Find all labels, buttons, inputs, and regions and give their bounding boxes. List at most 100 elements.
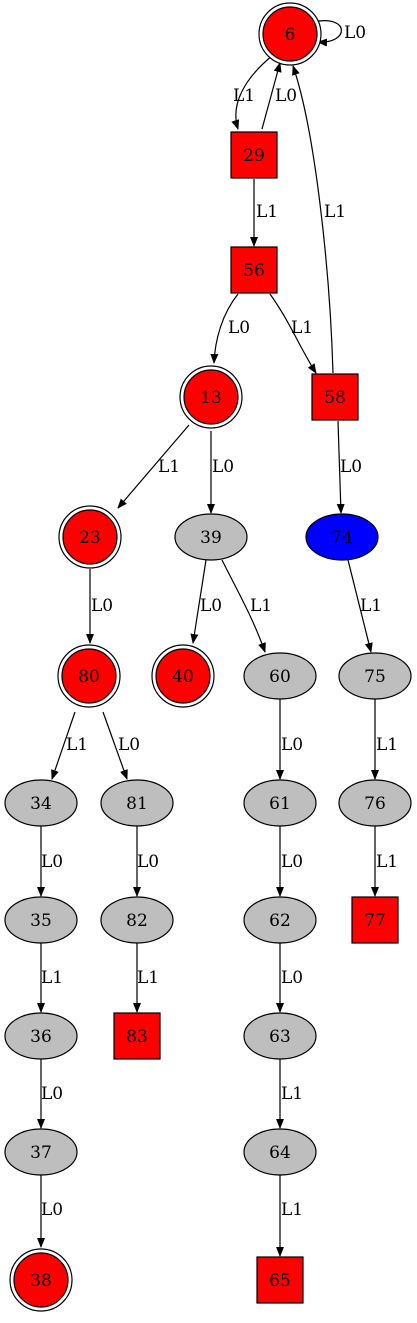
node-36[interactable]: 36 [4, 1012, 78, 1060]
edge-arrow [51, 711, 76, 780]
node-shape [243, 652, 317, 700]
node-shape [243, 779, 317, 827]
node-label: 81 [126, 794, 148, 814]
node-label: 13 [200, 388, 222, 408]
node-65[interactable]: 65 [256, 1256, 304, 1304]
node-77[interactable]: 77 [351, 896, 399, 944]
node-shape [4, 779, 78, 827]
edge-81-82: L0 [133, 826, 159, 897]
edge-23-80: L0 [86, 569, 113, 644]
node-label: 29 [243, 146, 265, 166]
node-label: 61 [269, 794, 291, 814]
node-74[interactable]: 74 [305, 513, 379, 561]
node-39[interactable]: 39 [174, 513, 248, 561]
node-shape [230, 131, 278, 179]
node-label: 23 [79, 528, 101, 548]
edge-36-37: L0 [37, 1059, 63, 1129]
node-label: 60 [269, 667, 291, 687]
node-82[interactable]: 82 [100, 896, 174, 944]
node-label: 75 [364, 667, 386, 687]
node-label: 82 [126, 911, 148, 931]
edge-13-23: L1 [117, 424, 190, 509]
node-shape [311, 373, 359, 421]
node-shape [262, 6, 318, 62]
node-shape [4, 1012, 78, 1060]
node-29[interactable]: 29 [230, 131, 278, 179]
edge-arrow [190, 559, 207, 644]
edge-label: L0 [281, 735, 303, 755]
edge-80-34: L1 [51, 711, 88, 780]
edge-label: L0 [41, 1084, 63, 1104]
edge-label: L1 [281, 1084, 303, 1104]
edge-arrow [261, 62, 282, 130]
edge-label: L0 [200, 596, 222, 616]
edge-58-74: L0 [336, 420, 362, 514]
edge-arrow [210, 293, 239, 364]
node-35[interactable]: 35 [4, 896, 78, 944]
edge-label: L0 [228, 318, 250, 338]
edge-arrow [221, 559, 266, 653]
edge-76-77: L1 [371, 826, 398, 897]
node-shape [305, 513, 379, 561]
node-81[interactable]: 81 [100, 779, 174, 827]
node-38[interactable]: 38 [9, 1248, 73, 1312]
edge-label: L1 [291, 318, 313, 338]
edge-56-13: L0 [210, 293, 250, 364]
node-61[interactable]: 61 [243, 779, 317, 827]
node-shape [243, 1012, 317, 1060]
edge-label: L1 [250, 596, 272, 616]
node-13[interactable]: 13 [179, 365, 243, 429]
edge-74-75: L1 [347, 559, 382, 653]
node-shape [155, 648, 211, 704]
edge-label: L1 [360, 596, 382, 616]
edge-63-64: L1 [276, 1059, 303, 1129]
node-40[interactable]: 40 [151, 644, 215, 708]
node-shape [338, 652, 412, 700]
edge-64-65: L1 [276, 1175, 303, 1257]
edge-label: L0 [137, 852, 159, 872]
edge-label: L1 [376, 852, 398, 872]
node-label: 62 [269, 911, 291, 931]
node-label: 35 [30, 911, 52, 931]
node-76[interactable]: 76 [338, 779, 412, 827]
edge-13-39: L0 [207, 431, 234, 514]
node-shape [243, 1128, 317, 1176]
edge-75-76: L1 [371, 699, 398, 780]
edge-6-6: L0 [312, 20, 366, 47]
node-83[interactable]: 83 [113, 1012, 161, 1060]
node-63[interactable]: 63 [243, 1012, 317, 1060]
edge-arrow [231, 54, 274, 130]
node-75[interactable]: 75 [338, 652, 412, 700]
edge-62-63: L0 [276, 943, 303, 1013]
node-label: 39 [200, 528, 222, 548]
node-label: 80 [78, 667, 100, 687]
edge-37-38: L0 [37, 1175, 63, 1248]
node-34[interactable]: 34 [4, 779, 78, 827]
edge-label: L0 [118, 735, 140, 755]
node-label: 63 [269, 1027, 291, 1047]
node-label: 77 [364, 911, 386, 931]
edge-label: L0 [41, 1200, 63, 1220]
node-37[interactable]: 37 [4, 1128, 78, 1176]
node-6[interactable]: 6 [258, 2, 322, 66]
node-64[interactable]: 64 [243, 1128, 317, 1176]
edge-label: L1 [41, 968, 63, 988]
edge-label: L0 [212, 457, 234, 477]
node-60[interactable]: 60 [243, 652, 317, 700]
edge-60-61: L0 [276, 699, 303, 780]
node-80[interactable]: 80 [57, 644, 121, 708]
node-shape [351, 896, 399, 944]
nodes-layer: 6 29 56 13 58 23 39 74 80 40 60 75 34 81 61 76 35 82 62 77 3… [4, 2, 412, 1312]
node-label: 36 [30, 1027, 52, 1047]
node-shape [4, 896, 78, 944]
edge-label: L1 [281, 1200, 303, 1220]
edge-39-60: L1 [221, 559, 272, 653]
node-23[interactable]: 23 [58, 505, 122, 569]
node-58[interactable]: 58 [311, 373, 359, 421]
node-56[interactable]: 56 [230, 246, 278, 294]
edge-label: L0 [281, 852, 303, 872]
edge-label: L1 [233, 86, 255, 106]
node-shape [183, 369, 239, 425]
node-62[interactable]: 62 [243, 896, 317, 944]
